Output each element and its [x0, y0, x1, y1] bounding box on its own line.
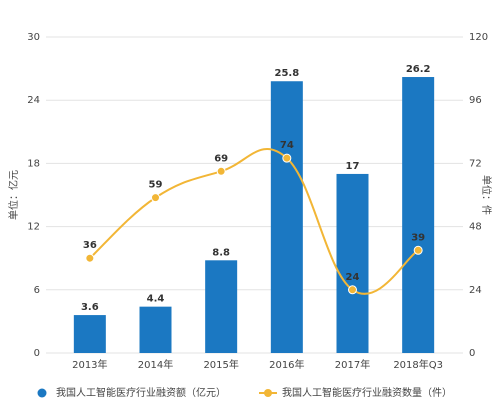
bar-value-label: 3.6: [81, 302, 99, 313]
y2-tick-label: 0: [469, 348, 475, 359]
line-point: [85, 253, 95, 263]
y2-tick-label: 72: [469, 158, 482, 169]
bar-value-label: 26.2: [406, 64, 431, 75]
x-tick-label: 2013年: [72, 358, 107, 371]
bar: [336, 173, 369, 353]
bar: [402, 77, 435, 353]
line-value-label: 69: [214, 153, 228, 164]
bar-value-label: 8.8: [212, 247, 230, 258]
y-tick-label: 6: [34, 285, 40, 296]
x-tick-label: 2014年: [138, 358, 173, 371]
bar: [139, 306, 172, 353]
line: [89, 148, 419, 295]
legend-label: 我国人工智能医疗行业融资数量（件）: [282, 386, 452, 399]
y-tick-label: 0: [34, 348, 40, 359]
line-value-label: 39: [411, 232, 425, 243]
x-tick-label: 2016年: [269, 358, 304, 371]
line-value-label: 74: [280, 140, 294, 151]
line-point: [348, 285, 357, 295]
line-value-label: 36: [83, 240, 97, 251]
y-axis-label: 单位：亿元: [7, 170, 20, 220]
y-tick-label: 30: [27, 32, 40, 43]
y-tick-label: 24: [27, 95, 40, 106]
y2-tick-label: 96: [469, 95, 482, 106]
bar-value-label: 25.8: [274, 68, 299, 79]
y2-tick-label: 120: [469, 32, 488, 43]
line-value-label: 59: [149, 180, 163, 191]
line-point: [216, 166, 226, 176]
legend-marker: [37, 388, 47, 398]
line-value-label: 24: [346, 272, 360, 283]
bar: [73, 315, 106, 353]
x-tick-label: 2018年Q3: [393, 358, 443, 371]
bar: [270, 81, 303, 354]
y-tick-label: 18: [27, 158, 40, 169]
line-point: [282, 153, 292, 163]
bar-value-label: 17: [346, 161, 360, 172]
x-tick-label: 2017年: [335, 358, 370, 371]
bar: [205, 260, 238, 353]
x-tick-label: 2015年: [203, 358, 238, 371]
line-point: [151, 193, 160, 203]
y-tick-label: 12: [27, 222, 40, 233]
line-point: [413, 245, 423, 255]
y2-tick-label: 24: [469, 285, 482, 296]
bar-value-label: 4.4: [147, 294, 165, 305]
y2-tick-label: 48: [469, 222, 482, 233]
legend-marker: [264, 389, 272, 397]
y2-axis-label: 单位：件: [480, 175, 493, 215]
legend-label: 我国人工智能医疗行业融资额（亿元）: [56, 386, 226, 399]
